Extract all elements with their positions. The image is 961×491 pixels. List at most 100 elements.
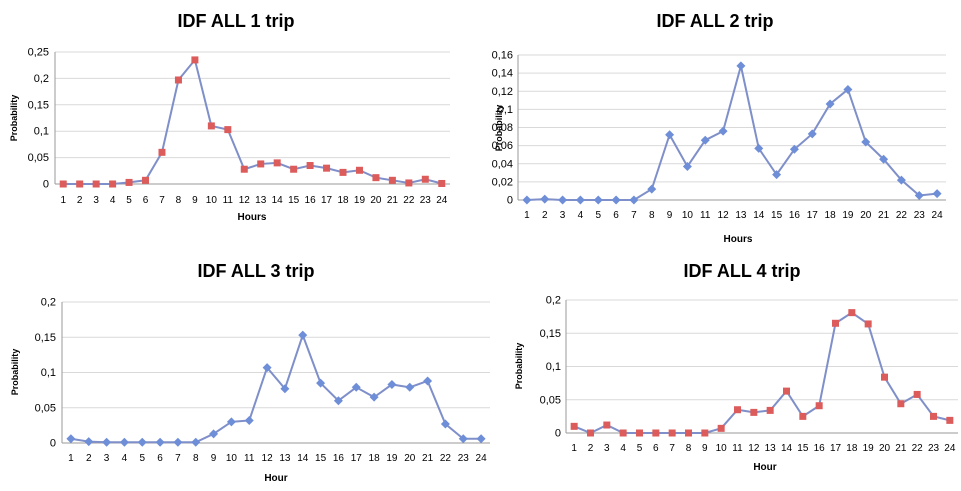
- x-tick-labels: 1 2 3 4 5 6 7 8 9 10 11 12 13 14 15 16 17 18 19 20 21 22 23 24: [571, 443, 955, 454]
- x-tick-label: 20: [860, 210, 872, 221]
- data-point: [405, 382, 415, 392]
- x-tick-label: 2: [588, 443, 594, 454]
- x-tick-label: 9: [667, 210, 673, 221]
- series-markers: [522, 61, 942, 205]
- x-tick-label: 18: [337, 195, 349, 206]
- x-tick-label: 11: [244, 453, 255, 464]
- data-point: [226, 417, 236, 427]
- data-point: [772, 170, 782, 180]
- x-tick-label: 21: [895, 443, 907, 454]
- data-point: [155, 437, 165, 447]
- data-point: [316, 378, 326, 388]
- chart-panel-4: IDF ALL 4 trip Hour Probability 0 0,05 0,1…: [500, 250, 961, 486]
- data-point: [734, 406, 741, 414]
- data-point: [372, 174, 380, 182]
- y-tick-label: 0: [50, 438, 56, 450]
- chart-3-svg: IDF ALL 3 trip Hour Probability 0 0,05 0,1…: [10, 261, 490, 484]
- x-tick-label: 13: [735, 210, 747, 221]
- y-tick-label: 0,1: [34, 126, 49, 138]
- x-tick-label: 13: [255, 195, 267, 206]
- x-tick-label: 12: [718, 210, 730, 221]
- chart-title: IDF ALL 3 trip: [198, 261, 315, 281]
- series-line: [573, 311, 951, 435]
- data-point: [333, 396, 343, 406]
- x-tick-labels: 1 2 3 4 5 6 7 8 9 10 11 12 13 14 15 16 17 18 19 20 21 22 23 24: [524, 210, 943, 221]
- x-tick-label: 8: [193, 453, 199, 464]
- chart-2-svg: IDF ALL 2 trip Hours Probability 0 0,02 0,…: [492, 11, 946, 245]
- data-point: [522, 195, 532, 205]
- data-point: [647, 184, 657, 194]
- data-point: [718, 126, 728, 136]
- chart-panel-3: IDF ALL 3 trip Hour Probability 0 0,05 0,1…: [0, 250, 490, 486]
- x-tick-label: 11: [700, 210, 711, 221]
- x-tick-label: 19: [386, 453, 398, 464]
- x-tick-label: 8: [649, 210, 655, 221]
- x-tick-label: 2: [77, 195, 83, 206]
- data-point: [76, 180, 84, 188]
- y-tick-label: 0,02: [492, 176, 513, 188]
- x-tick-label: 15: [288, 195, 300, 206]
- x-tick-label: 3: [604, 443, 610, 454]
- x-tick-label: 22: [896, 210, 908, 221]
- data-point: [629, 195, 639, 205]
- x-tick-label: 5: [637, 443, 643, 454]
- y-tick-label: 0,15: [28, 99, 49, 111]
- gridlines: [54, 51, 450, 185]
- data-point: [896, 175, 906, 185]
- data-point: [109, 180, 117, 188]
- x-tick-label: 18: [825, 210, 837, 221]
- y-tick-label: 0,2: [41, 297, 56, 309]
- y-axis-label: Probability: [10, 349, 20, 396]
- x-tick-label: 18: [846, 443, 858, 454]
- x-tick-label: 4: [110, 195, 116, 206]
- data-point: [685, 429, 692, 437]
- data-point: [323, 164, 331, 172]
- x-tick-label: 16: [333, 453, 345, 464]
- y-tick-label: 0,14: [492, 68, 513, 80]
- data-point: [387, 379, 397, 389]
- data-point: [102, 437, 112, 447]
- x-tick-label: 23: [914, 210, 926, 221]
- data-point: [864, 320, 872, 328]
- data-point: [388, 176, 396, 184]
- x-tick-label: 24: [436, 195, 448, 206]
- y-tick-label: 0,15: [35, 332, 56, 344]
- y-tick-labels: 0 0,02 0,04 0,06 0,08 0,1 0,12 0,14 0,16: [492, 50, 513, 207]
- y-tick-label: 0: [555, 428, 561, 440]
- x-tick-label: 24: [944, 443, 956, 454]
- data-point: [158, 148, 166, 156]
- y-tick-label: 0,05: [28, 152, 49, 164]
- x-tick-label: 21: [878, 210, 890, 221]
- x-tick-label: 10: [206, 195, 218, 206]
- data-point: [59, 180, 67, 188]
- x-tick-label: 22: [912, 443, 924, 454]
- data-point: [636, 429, 643, 437]
- data-point: [652, 429, 660, 437]
- data-point: [119, 437, 129, 447]
- x-tick-label: 21: [387, 195, 399, 206]
- data-point: [754, 143, 764, 153]
- data-point: [174, 76, 182, 84]
- x-tick-label: 23: [458, 453, 470, 464]
- data-point: [257, 160, 265, 168]
- y-tick-label: 0,2: [546, 295, 561, 307]
- x-tick-label: 12: [239, 195, 251, 206]
- x-tick-label: 20: [370, 195, 382, 206]
- y-tick-label: 0,06: [492, 140, 513, 152]
- x-tick-label: 14: [297, 453, 309, 464]
- x-tick-label: 6: [143, 195, 149, 206]
- data-point: [438, 179, 446, 187]
- y-tick-label: 0,05: [540, 394, 561, 406]
- x-tick-label: 16: [789, 210, 801, 221]
- data-point: [280, 384, 290, 394]
- data-point: [861, 137, 871, 147]
- data-point: [423, 376, 433, 386]
- x-tick-label: 13: [279, 453, 291, 464]
- x-tick-label: 18: [369, 453, 381, 464]
- data-point: [619, 429, 627, 437]
- data-point: [932, 189, 942, 199]
- y-tick-labels: 0 0,05 0,1 0,15 0,2 0,25: [28, 47, 49, 191]
- x-tick-label: 1: [68, 453, 74, 464]
- x-tick-label: 17: [321, 195, 333, 206]
- x-tick-label: 1: [524, 210, 530, 221]
